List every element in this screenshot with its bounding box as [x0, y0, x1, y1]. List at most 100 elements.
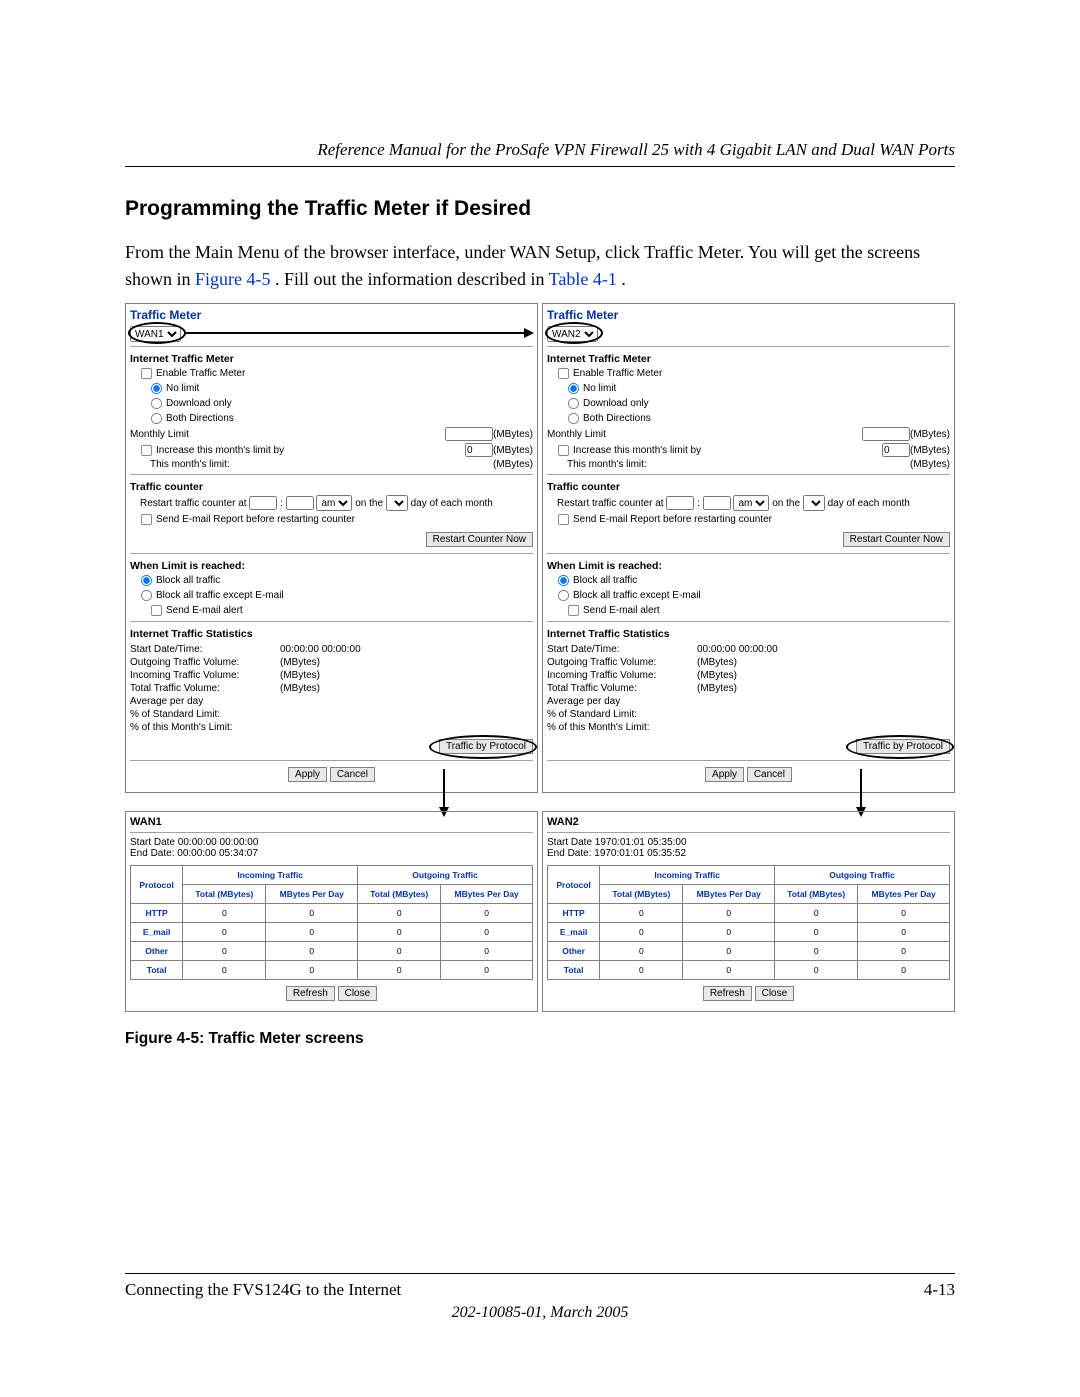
day-select[interactable]: [386, 495, 408, 511]
restart-min-input[interactable]: [703, 496, 731, 510]
enable-traffic-checkbox[interactable]: [558, 368, 569, 379]
page-footer: Connecting the FVS124G to the Internet 4…: [125, 1265, 955, 1322]
section-head-limit: When Limit is reached:: [130, 560, 533, 572]
day-each-label: day of each month: [411, 498, 493, 509]
send-alert-label: Send E-mail alert: [166, 605, 243, 616]
close-button[interactable]: Close: [338, 986, 378, 1001]
day-select[interactable]: [803, 495, 825, 511]
download-only-radio[interactable]: [568, 398, 579, 409]
send-report-label: Send E-mail Report before restarting cou…: [156, 514, 355, 525]
cancel-button[interactable]: Cancel: [330, 767, 375, 782]
proto-end-date: End Date: 1970:01:01 05:35:52: [547, 848, 950, 859]
stat-label: % of this Month's Limit:: [130, 722, 280, 733]
wan-select[interactable]: WAN1: [130, 326, 181, 342]
block-except-radio[interactable]: [558, 590, 569, 601]
refresh-button[interactable]: Refresh: [286, 986, 335, 1001]
header-rule: [125, 166, 955, 167]
traffic-meter-panel-wan1: Traffic Meter WAN1 Internet Traffic Mete…: [125, 303, 538, 793]
mbytes-label: (MBytes): [493, 459, 533, 470]
increase-limit-input[interactable]: [465, 443, 493, 457]
increase-limit-input[interactable]: [882, 443, 910, 457]
traffic-meter-panel-wan2: Traffic Meter WAN2 Internet Traffic Mete…: [542, 303, 955, 793]
increase-label: Increase this month's limit by: [156, 445, 284, 456]
send-alert-checkbox[interactable]: [151, 605, 162, 616]
col-mb-day: MBytes Per Day: [441, 885, 533, 904]
cancel-button[interactable]: Cancel: [747, 767, 792, 782]
enable-label: Enable Traffic Meter: [156, 368, 245, 379]
no-limit-label: No limit: [166, 383, 199, 394]
table-row: Other0000: [131, 942, 533, 961]
footer-docid: 202-10085-01, March 2005: [125, 1304, 955, 1322]
enable-traffic-checkbox[interactable]: [141, 368, 152, 379]
restart-hour-input[interactable]: [666, 496, 694, 510]
close-button[interactable]: Close: [755, 986, 795, 1001]
body-text: . Fill out the information described in: [275, 269, 549, 289]
this-month-label: This month's limit:: [150, 459, 230, 470]
col-tot-mb: Total (MBytes): [358, 885, 441, 904]
col-outgoing: Outgoing Traffic: [358, 866, 533, 885]
restart-counter-button[interactable]: Restart Counter Now: [426, 532, 533, 547]
traffic-by-protocol-button[interactable]: Traffic by Protocol: [856, 739, 950, 754]
body-text: .: [621, 269, 626, 289]
block-except-radio[interactable]: [141, 590, 152, 601]
both-dir-radio[interactable]: [568, 413, 579, 424]
restart-min-input[interactable]: [286, 496, 314, 510]
send-report-checkbox[interactable]: [141, 514, 152, 525]
on-the-label: on the: [355, 498, 383, 509]
stat-val: (MBytes): [280, 670, 440, 681]
wan-select[interactable]: WAN2: [547, 326, 598, 342]
stat-label: Average per day: [130, 696, 280, 707]
section-head-itm: Internet Traffic Meter: [547, 353, 950, 365]
proto-wan-label: WAN1: [130, 816, 533, 828]
stat-label: Total Traffic Volume:: [130, 683, 280, 694]
stat-label: Outgoing Traffic Volume:: [130, 657, 280, 668]
table-row: Total0000: [131, 961, 533, 980]
apply-button[interactable]: Apply: [288, 767, 327, 782]
restart-counter-button[interactable]: Restart Counter Now: [843, 532, 950, 547]
section-head-stats: Internet Traffic Statistics: [130, 628, 533, 640]
monthly-limit-input[interactable]: [445, 427, 493, 441]
screenshots-container: Traffic Meter WAN1 Internet Traffic Mete…: [125, 303, 955, 1012]
table-row: E_mail0000: [131, 923, 533, 942]
figure-caption: Figure 4-5: Traffic Meter screens: [125, 1030, 955, 1048]
figure-link[interactable]: Figure 4-5: [195, 269, 271, 289]
table-link[interactable]: Table 4-1: [549, 269, 617, 289]
no-limit-radio[interactable]: [568, 383, 579, 394]
send-report-checkbox[interactable]: [558, 514, 569, 525]
send-alert-checkbox[interactable]: [568, 605, 579, 616]
refresh-button[interactable]: Refresh: [703, 986, 752, 1001]
ampm-select[interactable]: am: [733, 495, 769, 511]
section-title: Programming the Traffic Meter if Desired: [125, 197, 955, 221]
panel-title: Traffic Meter: [130, 308, 533, 322]
ampm-select[interactable]: am: [316, 495, 352, 511]
block-all-radio[interactable]: [141, 575, 152, 586]
monthly-limit-input[interactable]: [862, 427, 910, 441]
col-tot-mb: Total (MBytes): [183, 885, 266, 904]
no-limit-radio[interactable]: [151, 383, 162, 394]
block-all-label: Block all traffic: [156, 575, 220, 586]
traffic-by-protocol-button[interactable]: Traffic by Protocol: [439, 739, 533, 754]
section-head-tc: Traffic counter: [130, 481, 533, 493]
download-only-radio[interactable]: [151, 398, 162, 409]
section-head-itm: Internet Traffic Meter: [130, 353, 533, 365]
stat-label: Start Date/Time:: [130, 644, 280, 655]
col-mb-day: MBytes Per Day: [266, 885, 358, 904]
stat-label: Incoming Traffic Volume:: [130, 670, 280, 681]
increase-limit-checkbox[interactable]: [558, 444, 569, 455]
restart-hour-input[interactable]: [249, 496, 277, 510]
block-all-radio[interactable]: [558, 575, 569, 586]
table-row: HTTP0000: [548, 904, 950, 923]
protocol-panel-wan1: WAN1 Start Date 00:00:00 00:00:00 End Da…: [125, 811, 538, 1012]
page-header: Reference Manual for the ProSafe VPN Fir…: [125, 140, 955, 160]
both-dir-radio[interactable]: [151, 413, 162, 424]
apply-button[interactable]: Apply: [705, 767, 744, 782]
protocol-panel-wan2: WAN2 Start Date 1970:01:01 05:35:00 End …: [542, 811, 955, 1012]
increase-limit-checkbox[interactable]: [141, 444, 152, 455]
stat-val: 00:00:00 00:00:00: [280, 644, 440, 655]
table-row: E_mail0000: [548, 923, 950, 942]
callout-arrow-line: [186, 332, 526, 334]
table-row: HTTP0000: [131, 904, 533, 923]
monthly-limit-label: Monthly Limit: [130, 429, 189, 440]
table-row: Total0000: [548, 961, 950, 980]
both-label: Both Directions: [166, 413, 234, 424]
